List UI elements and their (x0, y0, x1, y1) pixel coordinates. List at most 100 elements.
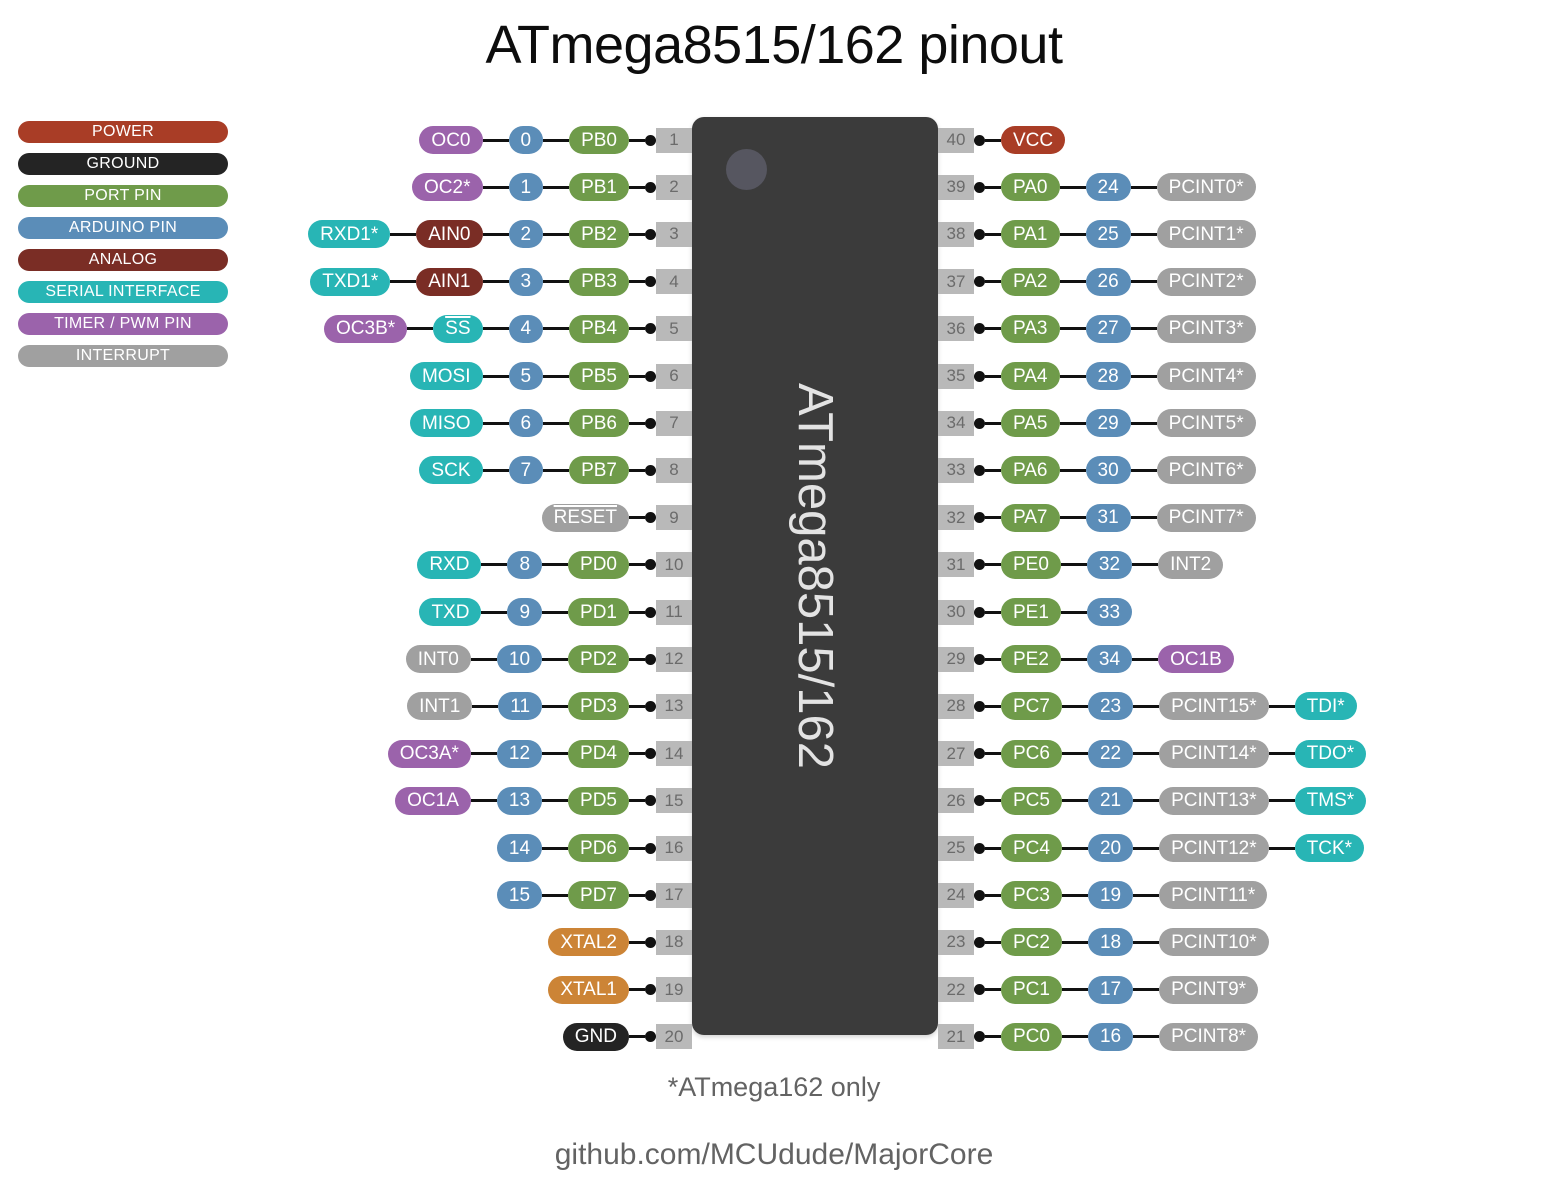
pin-badge-pc0: PC0 (1001, 1022, 1062, 1051)
pin-lead-dot-icon (974, 700, 985, 712)
pin-number-19: 19 (656, 977, 692, 1003)
pin-lead-dot-icon (645, 370, 656, 382)
pin-badge-20: 20 (1087, 834, 1134, 862)
connector-wire (542, 799, 569, 803)
pin-lead-dot-icon (974, 1031, 985, 1043)
pin-number-3: 3 (656, 221, 692, 247)
pin-row-left-10: RXD 8 PD0 10 (0, 550, 692, 580)
pin-row-left-4: TXD1* AIN1 3 PB3 4 (0, 267, 692, 297)
pin-lead-dot-icon (645, 464, 656, 476)
pin-row-left-19: XTAL1 19 (0, 975, 692, 1005)
pin-badge-pa5: PA5 (1001, 409, 1060, 438)
pin-row-right-40: 40 VCC (938, 125, 1548, 155)
pin-badge-19: 19 (1087, 881, 1134, 910)
connector-wire (543, 421, 570, 425)
connector-wire (629, 657, 645, 661)
connector-wire (985, 468, 1001, 472)
pin-lead-dot-icon (645, 700, 656, 712)
connector-wire (472, 704, 499, 708)
pin-badge-23: 23 (1087, 692, 1134, 721)
pin-badge-pd1: PD1 (568, 598, 629, 626)
connector-wire (482, 280, 509, 284)
footnote: *ATmega162 only (667, 1072, 881, 1102)
pin-row-right-30: 30 PE1 33 (938, 597, 1548, 627)
connector-wire (1059, 516, 1086, 520)
connector-wire (482, 327, 509, 331)
legend-item-label: ARDUINO PIN (68, 219, 178, 236)
pin-number-8: 8 (656, 457, 692, 483)
pin-badge-pd5: PD5 (568, 786, 629, 815)
pin-badge-pd2: PD2 (568, 645, 629, 674)
connector-wire (985, 704, 1001, 708)
pin-number-15: 15 (656, 788, 692, 814)
connector-wire (1133, 893, 1160, 897)
pin-row-right-37: 37 PA2 26 PCINT2* (938, 267, 1548, 297)
pin-number-5: 5 (656, 316, 692, 342)
connector-wire (482, 468, 509, 472)
connector-wire (1059, 280, 1086, 284)
pin-number-6: 6 (656, 363, 692, 389)
connector-wire (1133, 846, 1160, 850)
pin-badge-pcint12: PCINT12* (1159, 834, 1269, 862)
credit-link[interactable]: github.com/MCUdude/MajorCore (554, 1138, 994, 1171)
pin-lead-dot-icon (974, 606, 985, 618)
pin-badge-pd0: PD0 (568, 550, 629, 579)
pin-badge-pc5: PC5 (1001, 786, 1062, 815)
connector-wire (1133, 752, 1160, 756)
pin-lead-dot-icon (645, 181, 656, 193)
connector-wire (1059, 421, 1086, 425)
pin-lead-dot-icon (974, 417, 985, 429)
connector-wire (542, 657, 569, 661)
pin-row-left-12: INT0 10 PD2 12 (0, 644, 692, 674)
pin-row-right-38: 38 PA1 25 PCINT1* (938, 219, 1548, 249)
pin-row-left-14: OC3A* 12 PD4 14 (0, 739, 692, 769)
pin-badge-pb5: PB5 (569, 362, 629, 390)
pin-badge-30: 30 (1085, 456, 1131, 485)
pin-lead-dot-icon (974, 936, 985, 948)
pin-lead-dot-icon (645, 795, 656, 807)
legend-item-label: SERIAL INTERFACE (45, 283, 201, 300)
pin-lead-dot-icon (974, 370, 985, 382)
pin-badge-gnd: GND (562, 1022, 629, 1051)
pin-number-33: 33 (938, 457, 974, 483)
pin-lead-dot-icon (974, 276, 985, 288)
pin-badge-pcint9: PCINT9* (1159, 975, 1259, 1004)
pin-badge-pcint1: PCINT1* (1156, 220, 1256, 249)
connector-wire (985, 940, 1001, 944)
pin-badge-8: 8 (507, 550, 543, 579)
pin-number-10: 10 (656, 552, 692, 578)
pin-row-left-6: MOSI 5 PB5 6 (0, 361, 692, 391)
chip-notch-dot-icon (726, 149, 767, 190)
connector-wire (1061, 846, 1088, 850)
pin-badge-txd1: TXD1* (310, 267, 391, 296)
connector-wire (1059, 374, 1086, 378)
pin-badge-29: 29 (1085, 409, 1131, 438)
pin-badge-11: 11 (498, 692, 543, 721)
connector-wire (629, 988, 645, 992)
pin-number-38: 38 (938, 221, 974, 247)
connector-wire (1061, 893, 1088, 897)
pin-lead-dot-icon (645, 559, 656, 571)
pin-badge-12: 12 (496, 739, 543, 768)
pin-lead-dot-icon (974, 984, 985, 996)
pin-row-right-25: 25 PC4 20 PCINT12* TCK* (938, 833, 1548, 863)
pin-badge-10: 10 (496, 645, 543, 674)
legend-item-label: ANALOG (88, 251, 158, 268)
pin-row-left-9: RESET 9 (0, 503, 692, 533)
pin-row-left-11: TXD 9 PD1 11 (0, 597, 692, 627)
pin-badge-3: 3 (508, 267, 544, 296)
pin-lead-dot-icon (974, 653, 985, 665)
connector-wire (1132, 563, 1159, 567)
pin-badge-oc0: OC0 (419, 126, 483, 154)
connector-wire (1268, 799, 1295, 803)
pin-number-25: 25 (938, 835, 974, 861)
connector-wire (482, 421, 509, 425)
pin-badge-pd4: PD4 (568, 739, 629, 768)
connector-wire (543, 138, 570, 142)
pin-lead-dot-icon (974, 323, 985, 335)
connector-wire (542, 704, 569, 708)
pin-badge-0: 0 (508, 126, 544, 154)
pin-row-right-29: 29 PE2 34 OC1B (938, 644, 1548, 674)
pin-number-34: 34 (938, 410, 974, 436)
connector-wire (1060, 610, 1087, 614)
